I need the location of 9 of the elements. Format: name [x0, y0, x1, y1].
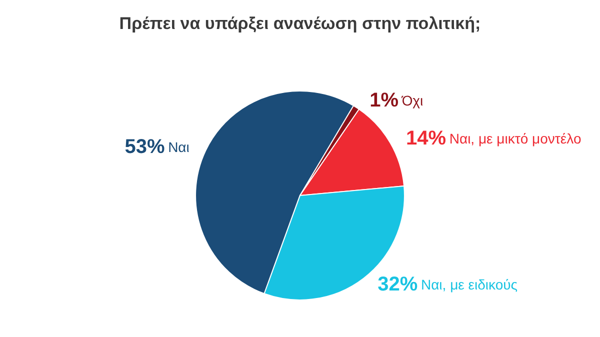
data-label: 1%	[370, 90, 399, 112]
slice-label: Όχι	[400, 92, 424, 109]
slice-label: Ναι, με μικτό μοντέλο	[449, 130, 582, 147]
slice-label: Ναι, με ειδικούς	[420, 276, 518, 293]
slice-label: Ναι	[168, 139, 190, 156]
data-label: 32%	[378, 274, 418, 296]
data-label: 14%	[406, 128, 446, 150]
data-label: 53%	[124, 136, 165, 158]
chart-title: Πρέπει να υπάρξει ανανέωση στην πολιτική;	[119, 14, 481, 33]
